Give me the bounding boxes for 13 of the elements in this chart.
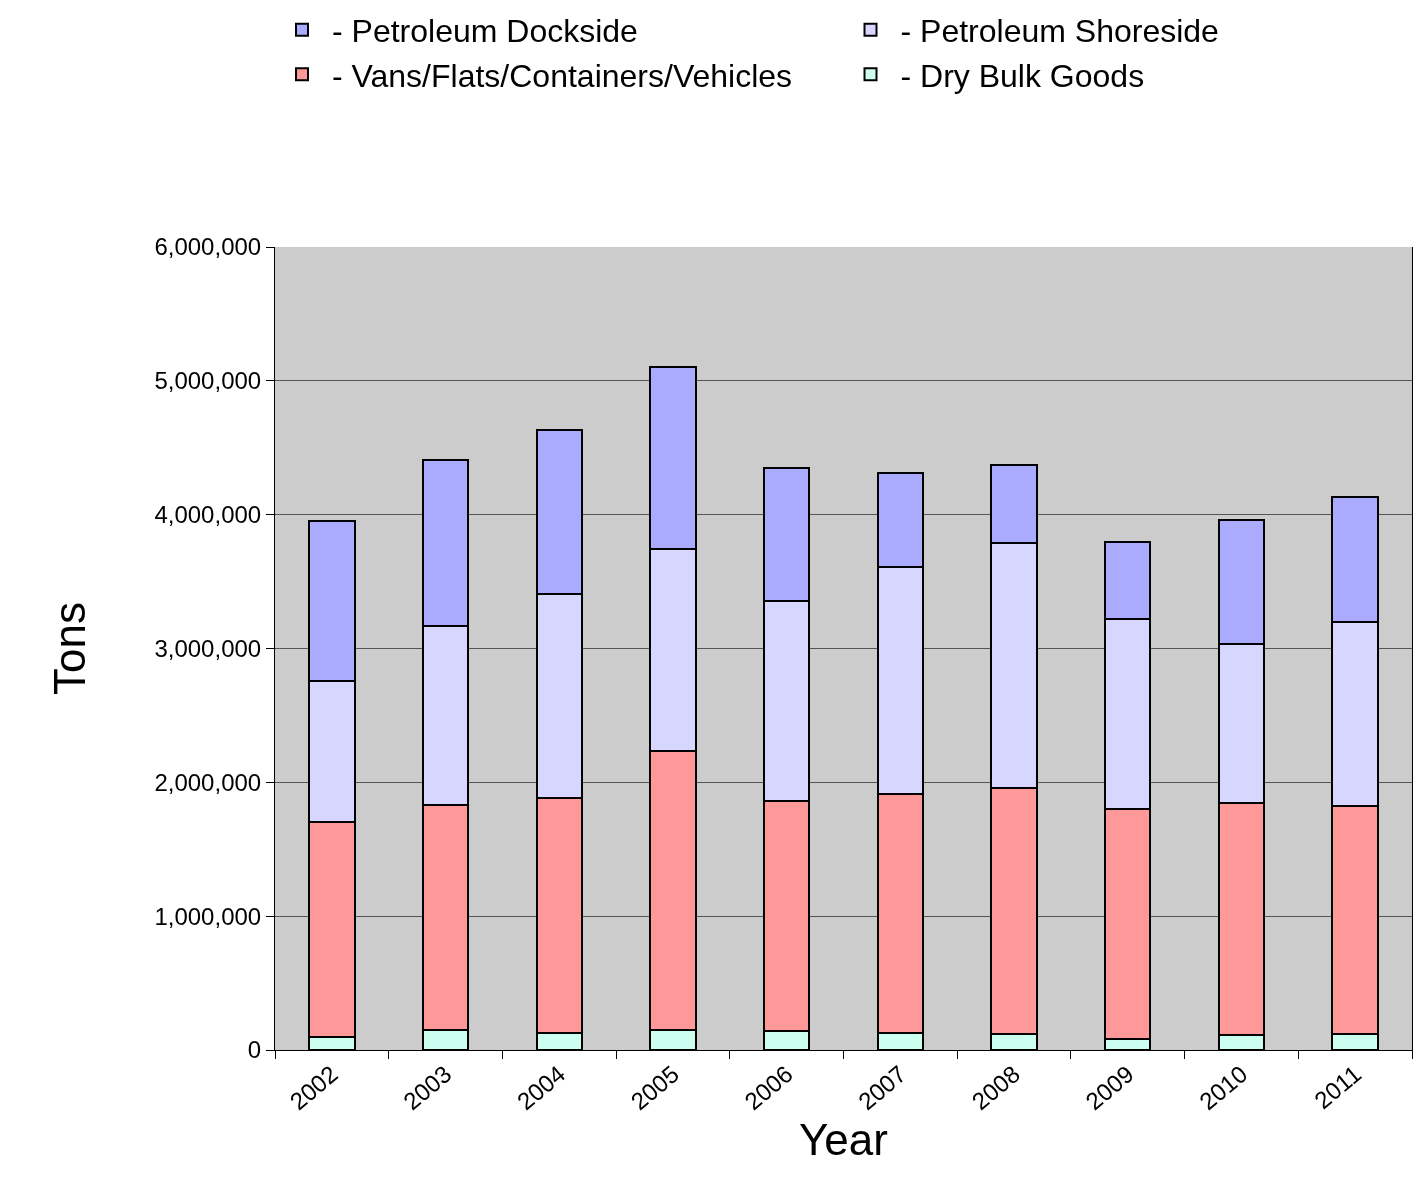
legend-label: - Dry Bulk Goods bbox=[900, 57, 1145, 94]
y-tick-label: 1,000,000 bbox=[154, 902, 262, 930]
y-tick-label: 3,000,000 bbox=[154, 634, 262, 662]
y-tick-label: 0 bbox=[247, 1036, 262, 1064]
legend-label: - Petroleum Shoreside bbox=[900, 13, 1219, 50]
y-tick-label: 5,000,000 bbox=[154, 367, 262, 395]
y-tick-label: 4,000,000 bbox=[154, 501, 262, 529]
legend-label: - Vans/Flats/Containers/Vehicles bbox=[332, 57, 793, 94]
x-axis-title: Year bbox=[799, 1115, 888, 1165]
y-tick-label: 2,000,000 bbox=[154, 768, 262, 796]
y-axis-title: Tons bbox=[44, 602, 94, 695]
y-tick-label: 6,000,000 bbox=[154, 233, 262, 261]
legend-label: - Petroleum Dockside bbox=[332, 13, 638, 50]
